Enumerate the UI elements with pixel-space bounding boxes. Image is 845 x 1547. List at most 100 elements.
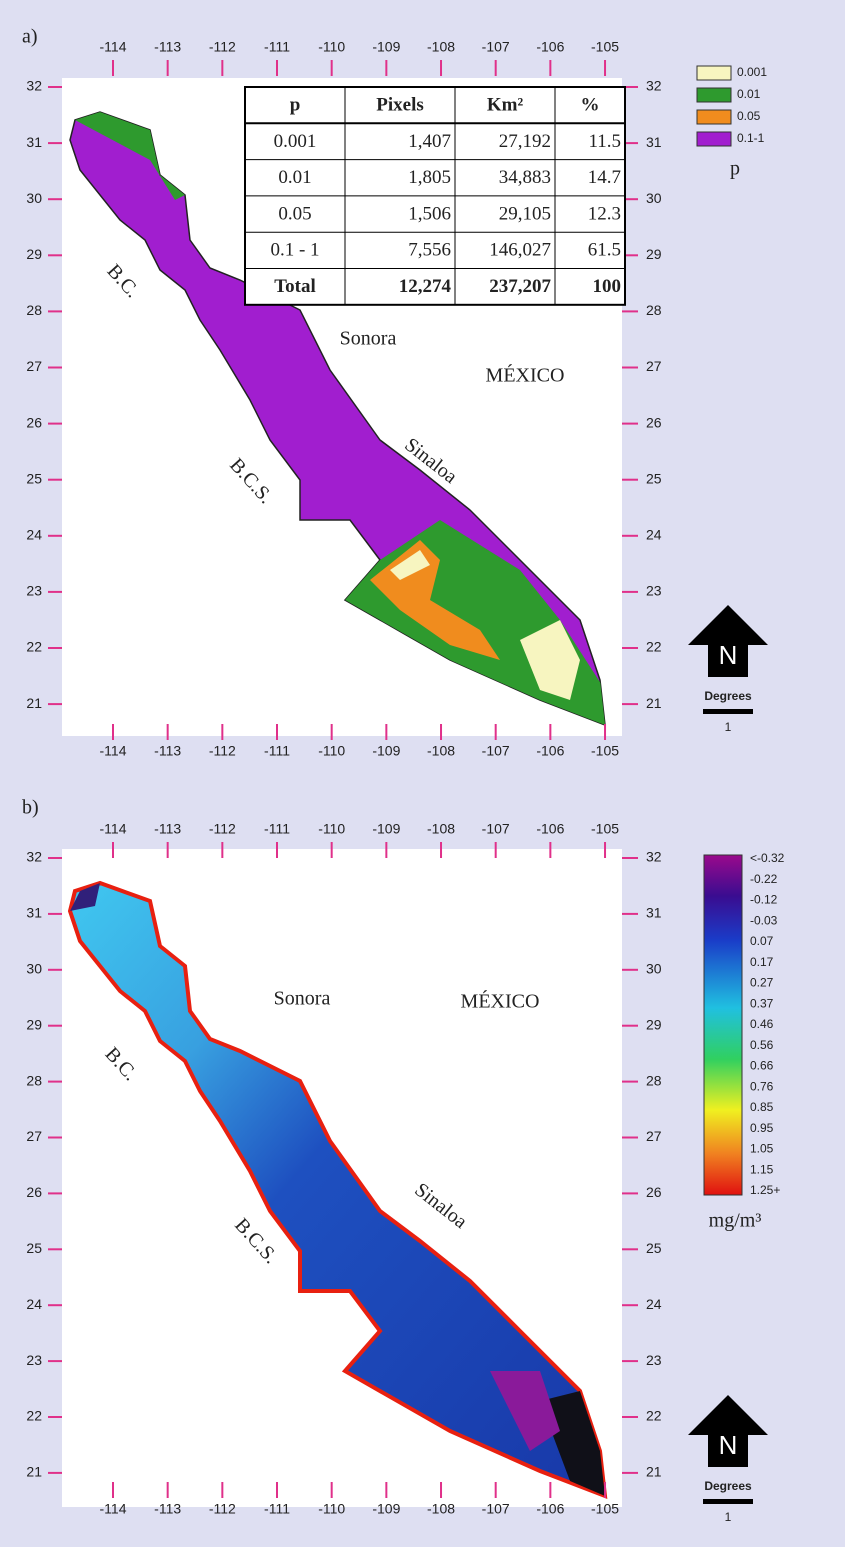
north-arrow <box>688 1395 768 1467</box>
lat-label: 24 <box>646 527 662 543</box>
lat-label: 27 <box>646 358 662 374</box>
table-cell: 1,805 <box>408 167 451 188</box>
table-cell: 61.5 <box>588 240 621 261</box>
lat-label: 31 <box>26 905 42 921</box>
table-cell: 12,274 <box>399 276 452 297</box>
legend-swatch <box>696 109 732 125</box>
lat-label: 24 <box>26 1296 42 1312</box>
colorbar-label: 0.37 <box>750 996 774 1010</box>
lon-label: -113 <box>154 1501 181 1517</box>
lat-label: 32 <box>646 78 662 94</box>
lon-label: -110 <box>318 39 345 55</box>
legend-label: 0.01 <box>737 87 761 101</box>
colorbar-label: -0.22 <box>750 872 778 886</box>
lat-label: 21 <box>26 695 42 711</box>
north-label: N <box>719 1430 738 1460</box>
lon-label: -111 <box>264 743 290 759</box>
lat-label: 25 <box>26 470 42 486</box>
colorbar-label: 0.46 <box>750 1017 774 1031</box>
lat-label: 32 <box>26 78 42 94</box>
lon-label: -110 <box>318 1501 345 1517</box>
lon-label: -109 <box>372 1501 400 1517</box>
colorbar-label: 1.15 <box>750 1162 774 1176</box>
lat-label: 22 <box>646 639 662 655</box>
colorbar-label: 1.25+ <box>750 1183 780 1197</box>
lon-label: -108 <box>427 821 455 837</box>
north-arrow <box>688 605 768 677</box>
colorbar-label: -0.12 <box>750 893 778 907</box>
lat-label: 31 <box>26 134 42 150</box>
lat-label: 24 <box>26 527 42 543</box>
lon-label: -113 <box>154 743 181 759</box>
panel-label: b) <box>22 797 39 819</box>
lat-label: 31 <box>646 134 662 150</box>
colorbar-label: 0.27 <box>750 976 774 990</box>
table-cell: 29,105 <box>499 203 551 224</box>
lon-label: -107 <box>482 821 510 837</box>
table-cell: 14.7 <box>588 167 621 188</box>
lon-label: -107 <box>482 743 510 759</box>
lon-label: -111 <box>264 39 290 55</box>
lon-label: -111 <box>264 1501 290 1517</box>
legend-label: 0.05 <box>737 109 761 123</box>
lat-label: 30 <box>646 190 662 206</box>
table-cell: 237,207 <box>489 276 551 297</box>
lat-label: 25 <box>646 470 662 486</box>
lat-label: 27 <box>26 1128 42 1144</box>
colorbar-label: 0.85 <box>750 1100 774 1114</box>
colorbar-label: 0.76 <box>750 1079 774 1093</box>
legend-swatch <box>696 65 732 81</box>
legend-label: 0.1-1 <box>737 131 765 145</box>
lon-label: -108 <box>427 1501 455 1517</box>
table-cell: p <box>290 95 301 116</box>
lat-label: 29 <box>646 246 662 262</box>
lat-label: 26 <box>26 1184 42 1200</box>
legend-label: 0.001 <box>737 65 767 79</box>
table-cell: 11.5 <box>588 131 621 152</box>
table-cell: 1,407 <box>408 131 451 152</box>
lat-label: 27 <box>26 358 42 374</box>
lon-label: -108 <box>427 743 455 759</box>
lat-label: 23 <box>646 1352 662 1368</box>
table-cell: 7,556 <box>408 240 451 261</box>
place-label: Sonora <box>274 988 331 1010</box>
lat-label: 25 <box>26 1240 42 1256</box>
lon-label: -109 <box>372 39 400 55</box>
lat-label: 31 <box>646 905 662 921</box>
colorbar-label: 1.05 <box>750 1142 774 1156</box>
scale-title: Degrees <box>704 1479 752 1493</box>
lon-label: -110 <box>318 743 345 759</box>
lon-label: -112 <box>209 743 236 759</box>
map <box>67 880 608 1500</box>
lon-label: -114 <box>100 821 127 837</box>
lat-label: 27 <box>646 1128 662 1144</box>
lon-label: -113 <box>154 39 181 55</box>
lon-label: -113 <box>154 821 181 837</box>
legend-swatch <box>696 131 732 147</box>
place-label: Sonora <box>340 328 397 350</box>
table-cell: Km² <box>487 95 524 116</box>
lon-label: -106 <box>536 39 564 55</box>
lat-label: 30 <box>26 190 42 206</box>
scale-value: 1 <box>725 720 732 734</box>
lat-label: 28 <box>646 302 662 318</box>
table-cell: 100 <box>593 276 622 297</box>
lon-label: -111 <box>264 821 290 837</box>
colorbar-label: 0.66 <box>750 1059 774 1073</box>
lon-label: -106 <box>536 821 564 837</box>
map <box>69 111 606 727</box>
high-chl <box>70 883 100 911</box>
lat-label: 26 <box>646 1184 662 1200</box>
panel-label: a) <box>22 26 38 48</box>
lat-label: 26 <box>26 414 42 430</box>
table-cell: 34,883 <box>499 167 551 188</box>
lon-label: -105 <box>591 821 619 837</box>
lat-label: 22 <box>646 1408 662 1424</box>
colorbar-label: -0.03 <box>750 913 778 927</box>
lon-label: -114 <box>100 743 127 759</box>
scale-bar <box>703 709 753 714</box>
place-label: MÉXICO <box>461 990 540 1013</box>
table-cell: Pixels <box>376 95 424 116</box>
table-cell: 146,027 <box>489 240 551 261</box>
